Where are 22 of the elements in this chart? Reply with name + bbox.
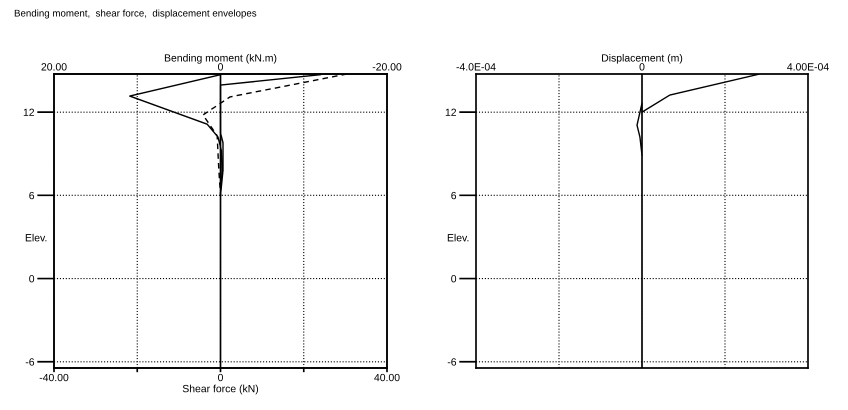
y-axis-title: Elev. [448, 234, 468, 242]
y-tick-label: 12 [446, 108, 456, 116]
x-axis-title: Shear force (kN) [182, 384, 258, 394]
y-axis-title: Elev. [26, 234, 46, 242]
y-tick-label: 6 [451, 192, 456, 200]
x-tick-label: 40.00 [374, 374, 400, 382]
y-tick-label: 6 [29, 192, 34, 200]
x-tick-label: -4.0E-04 [456, 63, 496, 71]
x-tick-label: 4.00E-04 [787, 63, 829, 71]
x-axis-title: Displacement (m) [602, 54, 682, 64]
x-tick-label: -40.00 [40, 374, 68, 382]
x2-tick-label: -20.00 [372, 63, 402, 71]
y-tick-label: 0 [451, 275, 456, 282]
y-tick-label: 0 [29, 275, 34, 282]
y-tick-label: 12 [24, 108, 34, 116]
y-tick-label: -6 [26, 358, 34, 366]
x-tick-label: 0 [640, 63, 644, 71]
x2-tick-label: 20.00 [41, 63, 67, 71]
y-tick-label: -6 [448, 358, 456, 366]
x-tick-label: 0 [218, 374, 223, 382]
chart-title: Bending moment, shear force, displacement envelopes [14, 9, 256, 19]
x2-axis-title: Bending moment (kN.m) [164, 54, 276, 64]
